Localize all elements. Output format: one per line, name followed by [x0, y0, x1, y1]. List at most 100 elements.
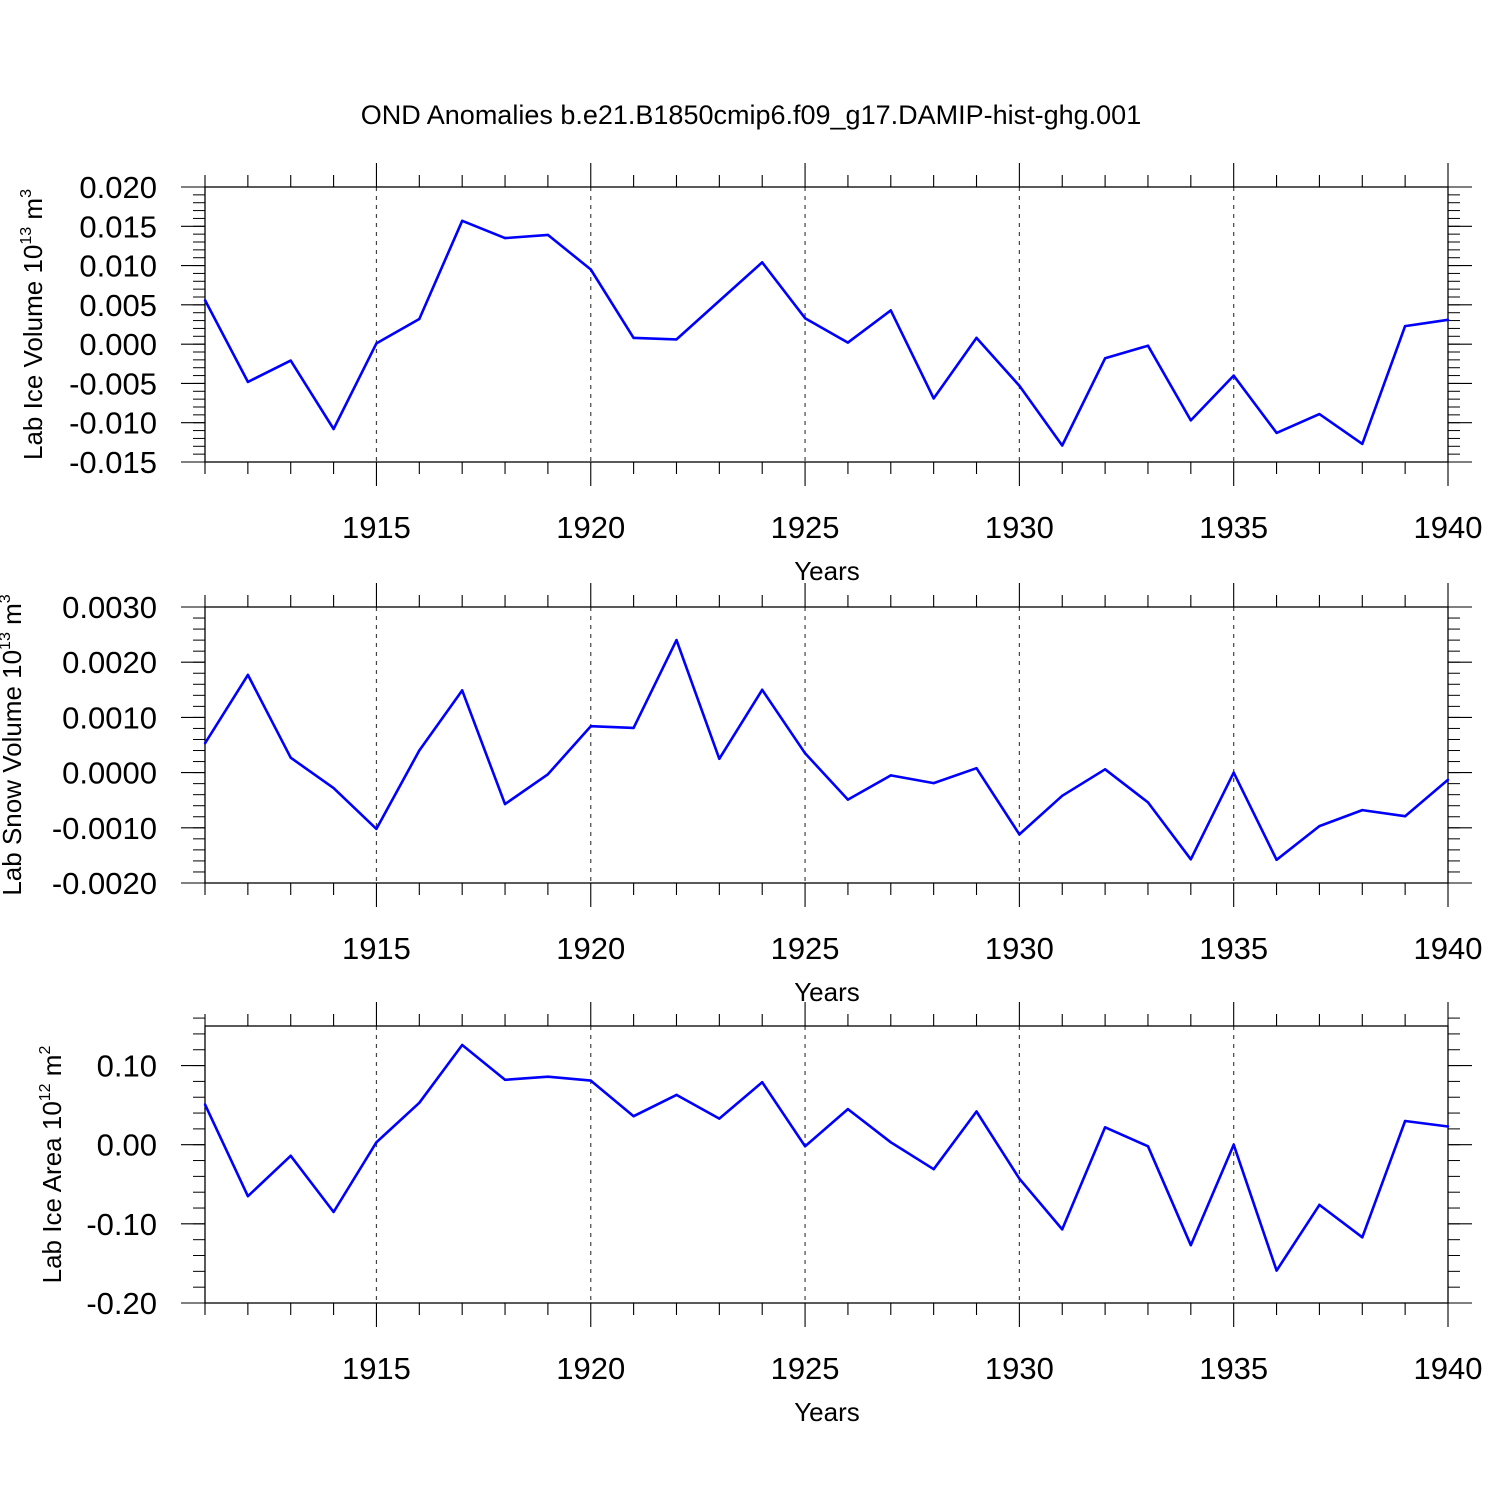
x-axis-label: Years: [794, 556, 860, 586]
data-point: [1403, 1119, 1407, 1123]
data-point: [718, 757, 721, 760]
data-point: [889, 774, 892, 777]
data-point: [289, 756, 292, 759]
x-tick-label: 1940: [1414, 510, 1483, 545]
data-point: [546, 773, 550, 776]
data-point: [761, 1080, 764, 1084]
x-tick-label: 1935: [1199, 510, 1268, 545]
y-tick-label: 0.005: [79, 288, 157, 323]
data-point: [1361, 442, 1364, 446]
chart-panel-2: -0.0020 -0.0010 0.0000 0.0010 0.0020 0.0030 19…: [0, 583, 1482, 1007]
data-point: [460, 1043, 464, 1047]
data-point: [975, 766, 978, 770]
x-tick-label: 1930: [985, 510, 1054, 545]
data-point: [332, 786, 335, 790]
x-tick-label: 1915: [342, 510, 411, 545]
data-point: [1403, 815, 1407, 818]
data-point: [246, 380, 250, 384]
data-point: [1403, 324, 1407, 328]
series-line: [203, 1043, 1449, 1272]
y-tick-label: -0.010: [69, 406, 157, 441]
data-point: [1446, 778, 1450, 781]
x-tick-label: 1925: [771, 931, 840, 966]
data-point: [1232, 374, 1235, 377]
y-axis-label: Lab Snow Volume 1013 m3: [0, 594, 27, 895]
series-line: [203, 638, 1449, 862]
chart-panel-3: -0.20 -0.10 0.00 0.10 1915 1920 1925 1930 1935 19…: [37, 1002, 1482, 1427]
data-point: [503, 1078, 507, 1082]
data-point: [632, 1115, 635, 1118]
y-tick-label: 0.00: [97, 1128, 157, 1163]
data-point: [1061, 794, 1064, 797]
x-tick-label: 1920: [556, 931, 625, 966]
data-point: [1018, 1177, 1021, 1180]
chart-title: OND Anomalies b.e21.B1850cmip6.f09_g17.D…: [361, 100, 1141, 130]
chart-panel-1: -0.015 -0.010 -0.005 0.000 0.005 0.010 0.015 0.…: [18, 163, 1482, 586]
data-point: [332, 427, 335, 431]
y-tick-label: 0.020: [79, 170, 157, 205]
data-point: [546, 233, 550, 237]
data-point: [418, 1101, 421, 1104]
x-tick-label: 1925: [771, 1351, 840, 1386]
y-tick-label: -0.0020: [52, 866, 157, 901]
data-point: [460, 219, 464, 222]
x-tick-label: 1940: [1414, 931, 1483, 966]
data-point: [718, 299, 721, 303]
data-point: [289, 1154, 292, 1157]
data-point: [1103, 768, 1107, 771]
data-point: [1146, 1145, 1150, 1148]
y-tick-label: -0.015: [69, 445, 157, 480]
x-axis-label: Years: [794, 977, 860, 1007]
x-tick-label: 1915: [342, 931, 411, 966]
data-point: [803, 317, 807, 320]
data-point: [503, 236, 507, 240]
x-tick-label: 1920: [556, 510, 625, 545]
data-point: [503, 802, 507, 806]
data-point: [1232, 771, 1235, 774]
data-point: [589, 725, 592, 728]
y-tick-label: -0.20: [86, 1286, 157, 1321]
data-point: [632, 336, 635, 340]
data-point: [846, 1107, 850, 1111]
data-point: [418, 749, 421, 752]
data-point: [975, 336, 978, 340]
y-tick-label: -0.10: [86, 1207, 157, 1242]
data-point: [1232, 1143, 1235, 1146]
plot-frame: [204, 606, 1449, 884]
data-point: [1103, 1126, 1107, 1129]
data-point: [1275, 858, 1278, 862]
data-point: [761, 261, 764, 264]
data-point: [889, 1141, 892, 1144]
x-axis-label: Years: [794, 1397, 860, 1427]
x-tick-label: 1935: [1199, 931, 1268, 966]
data-point: [1318, 1203, 1321, 1207]
data-point: [1103, 357, 1107, 360]
data-point: [1446, 318, 1450, 321]
data-point: [1318, 824, 1321, 828]
data-point: [761, 688, 764, 691]
data-point: [418, 317, 421, 321]
data-point: [889, 309, 892, 312]
data-point: [203, 1103, 207, 1106]
data-point: [375, 1141, 378, 1144]
data-point: [932, 1168, 935, 1171]
data-point: [1146, 344, 1150, 347]
data-point: [1275, 431, 1278, 435]
data-point: [1061, 1228, 1064, 1231]
x-tick-label: 1920: [556, 1351, 625, 1386]
data-point: [1018, 384, 1021, 387]
data-point: [332, 1210, 335, 1214]
x-tick-label: 1925: [771, 510, 840, 545]
y-axis-label: Lab Ice Area 1012 m2: [37, 1046, 67, 1284]
data-point: [1275, 1269, 1278, 1272]
data-point: [803, 752, 807, 755]
data-point: [375, 342, 378, 345]
data-point: [675, 638, 678, 642]
y-tick-label: 0.0020: [62, 645, 157, 680]
y-tick-label: 0.0030: [62, 590, 157, 625]
data-point: [289, 359, 292, 362]
data-point: [246, 673, 250, 677]
data-point: [546, 1075, 550, 1078]
y-tick-label: 0.010: [79, 249, 157, 284]
